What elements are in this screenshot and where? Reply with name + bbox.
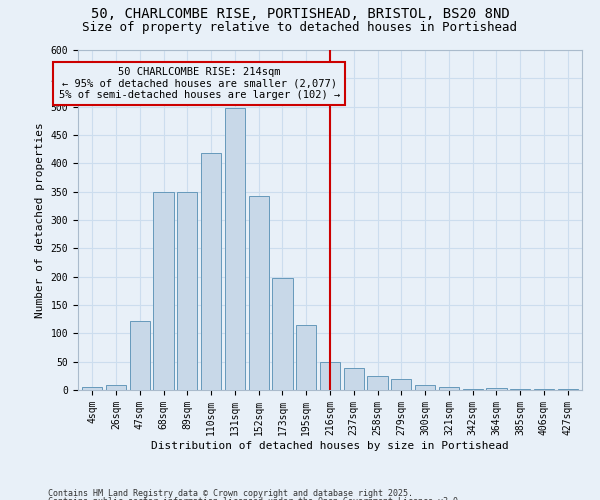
- Bar: [130, 321, 150, 390]
- X-axis label: Distribution of detached houses by size in Portishead: Distribution of detached houses by size …: [151, 440, 509, 450]
- Bar: [248, 196, 269, 390]
- Bar: [106, 386, 126, 390]
- Bar: [344, 368, 364, 390]
- Bar: [367, 376, 388, 390]
- Text: Size of property relative to detached houses in Portishead: Size of property relative to detached ho…: [83, 21, 517, 34]
- Bar: [272, 278, 293, 390]
- Bar: [177, 192, 197, 390]
- Bar: [225, 108, 245, 390]
- Text: Contains HM Land Registry data © Crown copyright and database right 2025.: Contains HM Land Registry data © Crown c…: [48, 488, 413, 498]
- Bar: [487, 388, 506, 390]
- Y-axis label: Number of detached properties: Number of detached properties: [35, 122, 45, 318]
- Bar: [154, 192, 173, 390]
- Bar: [415, 386, 435, 390]
- Bar: [201, 153, 221, 390]
- Bar: [391, 379, 412, 390]
- Text: Contains public sector information licensed under the Open Government Licence v3: Contains public sector information licen…: [48, 498, 463, 500]
- Text: 50, CHARLCOMBE RISE, PORTISHEAD, BRISTOL, BS20 8ND: 50, CHARLCOMBE RISE, PORTISHEAD, BRISTOL…: [91, 8, 509, 22]
- Bar: [296, 325, 316, 390]
- Bar: [320, 362, 340, 390]
- Text: 50 CHARLCOMBE RISE: 214sqm
← 95% of detached houses are smaller (2,077)
5% of se: 50 CHARLCOMBE RISE: 214sqm ← 95% of deta…: [59, 67, 340, 100]
- Bar: [82, 387, 103, 390]
- Bar: [439, 387, 459, 390]
- Bar: [534, 389, 554, 390]
